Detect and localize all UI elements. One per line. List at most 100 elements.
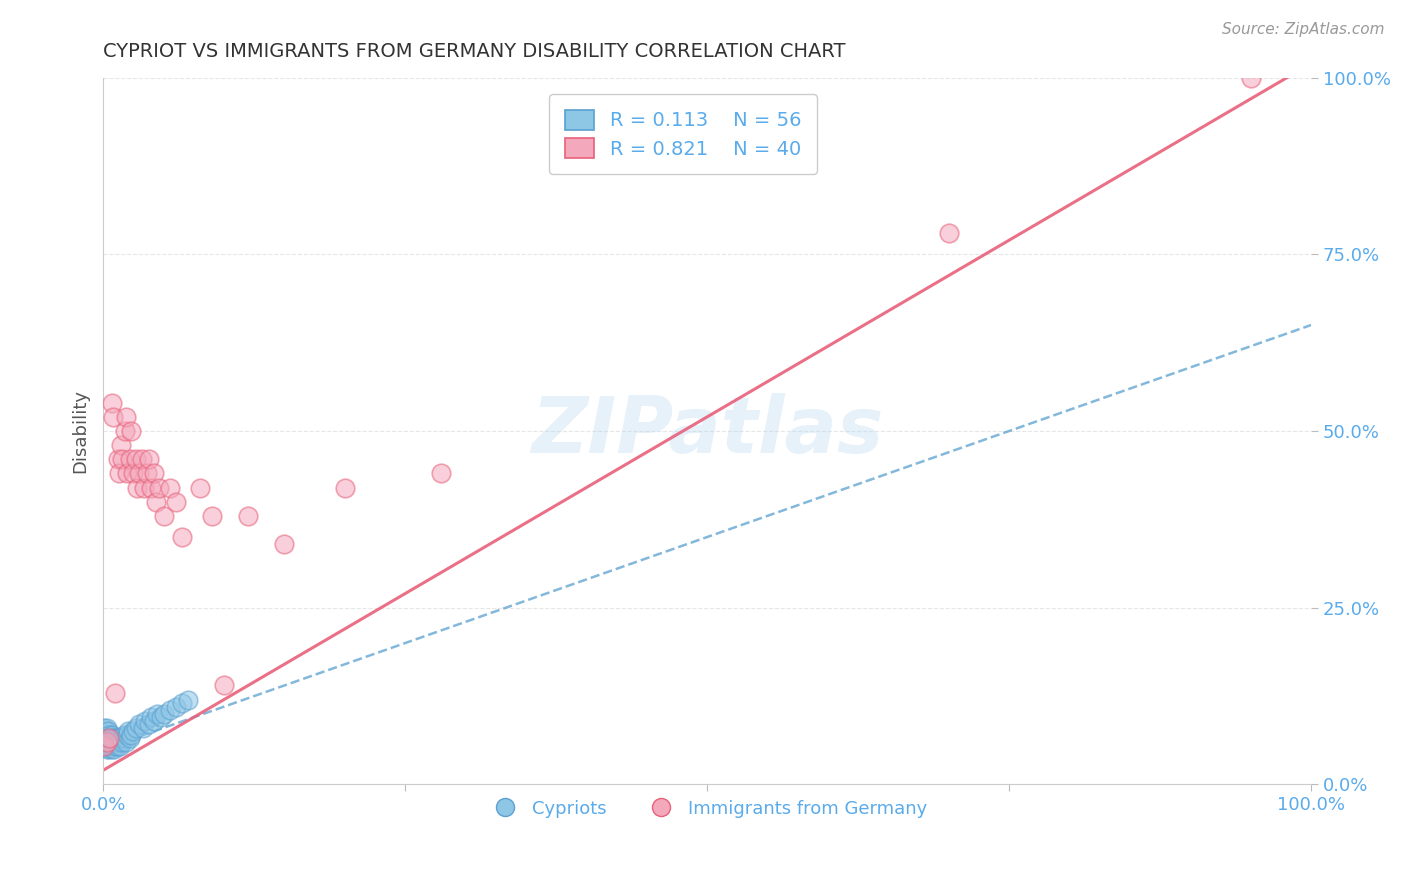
Point (146, 706, 169, 721)
Point (152, 706, 174, 721)
Point (100, 742, 122, 756)
Point (114, 731, 136, 746)
Point (122, 724, 145, 739)
Point (148, 481, 170, 495)
Point (96, 735, 118, 749)
Point (117, 467, 139, 481)
Point (111, 452, 134, 467)
Point (125, 481, 148, 495)
Point (142, 714, 165, 728)
Point (98, 735, 121, 749)
Point (100, 735, 122, 749)
Point (141, 710, 163, 724)
Point (128, 467, 150, 481)
Point (125, 721, 148, 735)
Point (430, 467, 453, 481)
Point (107, 452, 129, 467)
Point (98, 728, 121, 742)
Point (96, 721, 118, 735)
Y-axis label: Disability: Disability (72, 389, 89, 473)
Point (93, 728, 115, 742)
Point (120, 424, 142, 438)
Point (938, 226, 960, 240)
Point (159, 481, 181, 495)
Point (97, 731, 120, 746)
Point (107, 731, 129, 746)
Point (122, 467, 145, 481)
Point (135, 467, 157, 481)
Point (115, 735, 138, 749)
Point (97, 724, 120, 739)
Point (212, 678, 235, 692)
Point (94, 739, 117, 753)
Point (145, 494, 167, 508)
Legend: Cypriots, Immigrants from Germany: Cypriots, Immigrants from Germany (479, 792, 935, 825)
Point (236, 508, 259, 523)
Point (117, 728, 139, 742)
Point (97, 739, 120, 753)
Point (100, 395, 122, 409)
Point (273, 537, 295, 551)
Point (104, 685, 127, 699)
Point (110, 731, 132, 746)
Point (142, 467, 165, 481)
Point (134, 481, 156, 495)
Point (94, 724, 117, 739)
Point (117, 724, 139, 739)
Point (138, 452, 160, 467)
Point (1240, 70, 1263, 85)
Point (134, 714, 156, 728)
Point (131, 452, 153, 467)
Text: Source: ZipAtlas.com: Source: ZipAtlas.com (1222, 22, 1385, 37)
Point (141, 481, 163, 495)
Point (188, 481, 211, 495)
Point (107, 739, 129, 753)
Point (101, 731, 124, 746)
Point (176, 692, 198, 706)
Point (108, 467, 131, 481)
Point (94, 731, 117, 746)
Point (111, 735, 134, 749)
Point (159, 703, 181, 717)
Point (132, 721, 155, 735)
Point (108, 735, 131, 749)
Point (152, 508, 174, 523)
Point (112, 728, 135, 742)
Point (115, 409, 138, 424)
Point (105, 735, 128, 749)
Point (100, 731, 122, 746)
Point (104, 739, 127, 753)
Point (170, 696, 193, 710)
Point (100, 739, 122, 753)
Point (150, 710, 173, 724)
Point (165, 494, 187, 508)
Text: ZIPatlas: ZIPatlas (531, 393, 883, 469)
Point (120, 728, 142, 742)
Point (138, 717, 160, 731)
Point (128, 717, 150, 731)
Point (125, 452, 148, 467)
Point (98, 742, 121, 756)
Text: CYPRIOT VS IMMIGRANTS FROM GERMANY DISABILITY CORRELATION CHART: CYPRIOT VS IMMIGRANTS FROM GERMANY DISAB… (103, 42, 845, 61)
Point (98, 731, 121, 746)
Point (165, 699, 187, 714)
Point (201, 508, 224, 523)
Point (118, 452, 141, 467)
Point (96, 728, 118, 742)
Point (93, 721, 115, 735)
Point (118, 731, 141, 746)
Point (108, 739, 131, 753)
Point (333, 481, 356, 495)
Point (103, 735, 125, 749)
Point (101, 409, 124, 424)
Point (101, 739, 124, 753)
Point (104, 731, 127, 746)
Point (103, 742, 125, 756)
Point (93, 739, 115, 753)
Point (93, 735, 115, 749)
Point (96, 742, 118, 756)
Point (110, 438, 132, 452)
Point (170, 530, 193, 544)
Point (100, 728, 122, 742)
Point (96, 735, 118, 749)
